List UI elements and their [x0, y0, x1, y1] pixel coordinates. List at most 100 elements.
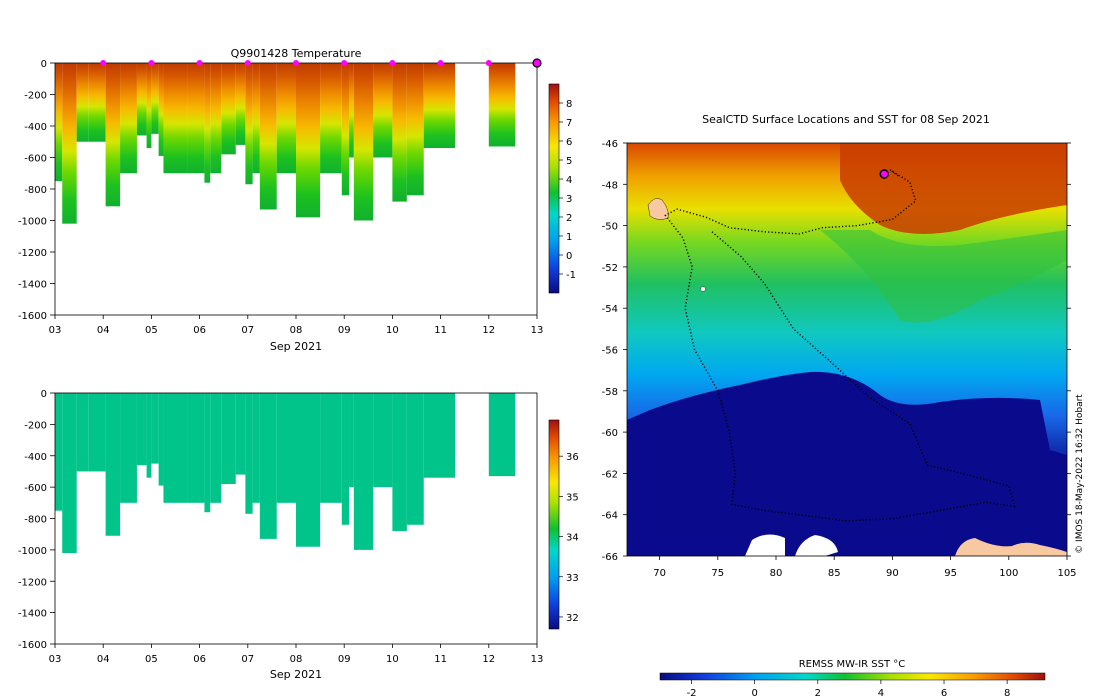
y-tick-label: -1400: [18, 609, 47, 620]
colorbar-tick-label: 34: [566, 533, 579, 544]
temperature-profile-column: [204, 63, 211, 183]
temperature-profile-column: [120, 63, 137, 174]
map-x-axis: 70 75 80 85 90 95 100 105: [653, 556, 1077, 579]
temperature-profile-column: [55, 63, 63, 182]
temperature-panel: Q9901428 Temperature 0 -200 -400 -600 -800 -1…: [18, 47, 576, 353]
x-tick-label: 10: [386, 325, 399, 336]
temperature-columns: [55, 63, 516, 224]
y-tick-label: 0: [41, 389, 47, 400]
x-tick-label: 03: [49, 654, 62, 665]
temperature-profile-column: [235, 63, 246, 145]
salinity-profile-column: [105, 393, 121, 536]
salinity-profile-column: [349, 393, 354, 488]
x-tick-label: 13: [531, 654, 544, 665]
salinity-profile-column: [136, 393, 147, 466]
temperature-profile-column: [105, 63, 121, 207]
y-tick-label: -800: [24, 515, 47, 526]
colorbar-tick-label: 4: [566, 175, 572, 186]
salinity-profile-column: [296, 393, 321, 547]
map-y-tick-label: -46: [602, 139, 618, 150]
temperature-profile-column: [76, 63, 89, 142]
green-patch: [820, 230, 1067, 323]
map-x-tick-label: 85: [828, 568, 841, 579]
map-colorbar-tick-label: 2: [815, 688, 821, 699]
sst-field: [627, 143, 1067, 556]
y-tick-label: 0: [41, 59, 47, 70]
colorbar-tick-label: 0: [566, 251, 572, 262]
salinity-columns: [55, 393, 516, 554]
colorbar-tick-label: 6: [566, 137, 572, 148]
colorbar-tick-label: 33: [566, 573, 579, 584]
temperature-profile-column: [353, 63, 374, 221]
x-tick-label: 08: [290, 654, 303, 665]
sst-map-panel: SealCTD Surface Locations and SST for 08…: [602, 113, 1085, 699]
temperature-y-axis: 0 -200 -400 -600 -800 -1000 -1200 -1400 -1600: [18, 59, 55, 322]
x-tick-label: 11: [434, 325, 447, 336]
colorbar-tick-label: 35: [566, 492, 579, 503]
colorbar-tick-label: 5: [566, 156, 572, 167]
salinity-x-axis: 03 04 05 06 07 08 09 10 11 12 13: [49, 644, 544, 665]
temperature-colorbar-ticks: 8 7 6 5 4 3 2 1 0 -1: [559, 99, 576, 281]
temperature-profile-column: [62, 63, 77, 224]
salinity-profile-column: [373, 393, 393, 488]
salinity-profile-column: [210, 393, 222, 503]
map-y-tick-label: -50: [602, 222, 618, 233]
surfacing-marker: [293, 60, 299, 66]
map-colorbar-tick-label: 6: [941, 688, 947, 699]
temperature-profile-column: [88, 63, 106, 142]
y-tick-label: -600: [24, 154, 47, 165]
map-colorbar-tick-label: -2: [687, 688, 697, 699]
temperature-profile-column: [341, 63, 350, 196]
salinity-profile-column: [406, 393, 424, 525]
temperature-profile-column: [320, 63, 342, 174]
land-heard-island: [700, 286, 706, 292]
temperature-profile-column: [187, 63, 205, 174]
map-x-tick-label: 75: [711, 568, 724, 579]
y-tick-label: -1200: [18, 248, 47, 259]
salinity-profile-column: [252, 393, 260, 503]
colorbar-tick-label: 8: [566, 99, 572, 110]
salinity-profile-column: [120, 393, 137, 503]
salinity-x-label: Sep 2021: [270, 668, 322, 681]
salinity-profile-column: [392, 393, 407, 532]
cold-water-mass: [627, 371, 1067, 556]
map-colorbar-label: REMSS MW-IR SST °C: [799, 659, 906, 670]
surfacing-marker: [196, 60, 203, 66]
map-x-tick-label: 70: [653, 568, 666, 579]
temperature-profile-column: [136, 63, 147, 136]
map-colorbar-ticks: -2 0 2 4 6 8: [687, 680, 1010, 699]
y-tick-label: -1000: [18, 546, 47, 557]
temperature-profile-column: [245, 63, 253, 185]
temperature-profile-column: [146, 63, 152, 149]
map-x-tick-label: 90: [886, 568, 899, 579]
temperature-profile-column: [163, 63, 188, 174]
colorbar-tick-label: 3: [566, 194, 572, 205]
colorbar-tick-label: 36: [566, 452, 579, 463]
x-tick-label: 08: [290, 325, 303, 336]
x-tick-label: 03: [49, 325, 62, 336]
surfacing-marker: [437, 60, 444, 66]
salinity-profile-column: [221, 393, 236, 484]
y-tick-label: -200: [24, 91, 47, 102]
temperature-profile-column: [252, 63, 260, 174]
salinity-profile-column: [276, 393, 296, 503]
x-tick-label: 06: [193, 654, 206, 665]
x-tick-label: 05: [145, 654, 158, 665]
map-credit: © IMOS 18-May-2022 16:32 Hobart: [1075, 394, 1085, 554]
map-y-tick-label: -66: [602, 552, 618, 563]
x-tick-label: 05: [145, 325, 158, 336]
y-tick-label: -400: [24, 452, 47, 463]
salinity-y-axis: 0 -200 -400 -600 -800 -1000 -1200 -1400 -1600: [18, 389, 55, 651]
current-location-dot: [879, 169, 889, 179]
map-x-tick-label: 80: [770, 568, 783, 579]
temperature-profile-column: [373, 63, 393, 158]
salinity-panel: 0 -200 -400 -600 -800 -1000 -1200 -1400 -1600 03…: [18, 389, 579, 681]
ice-region-2: [795, 535, 838, 556]
map-x-tick-label: 105: [1057, 568, 1076, 579]
x-tick-label: 06: [193, 325, 206, 336]
surfacing-markers: [100, 58, 542, 68]
salinity-profile-column: [245, 393, 253, 514]
x-tick-label: 07: [241, 325, 254, 336]
map-y-tick-label: -64: [602, 511, 618, 522]
salinity-profile-column: [163, 393, 188, 503]
